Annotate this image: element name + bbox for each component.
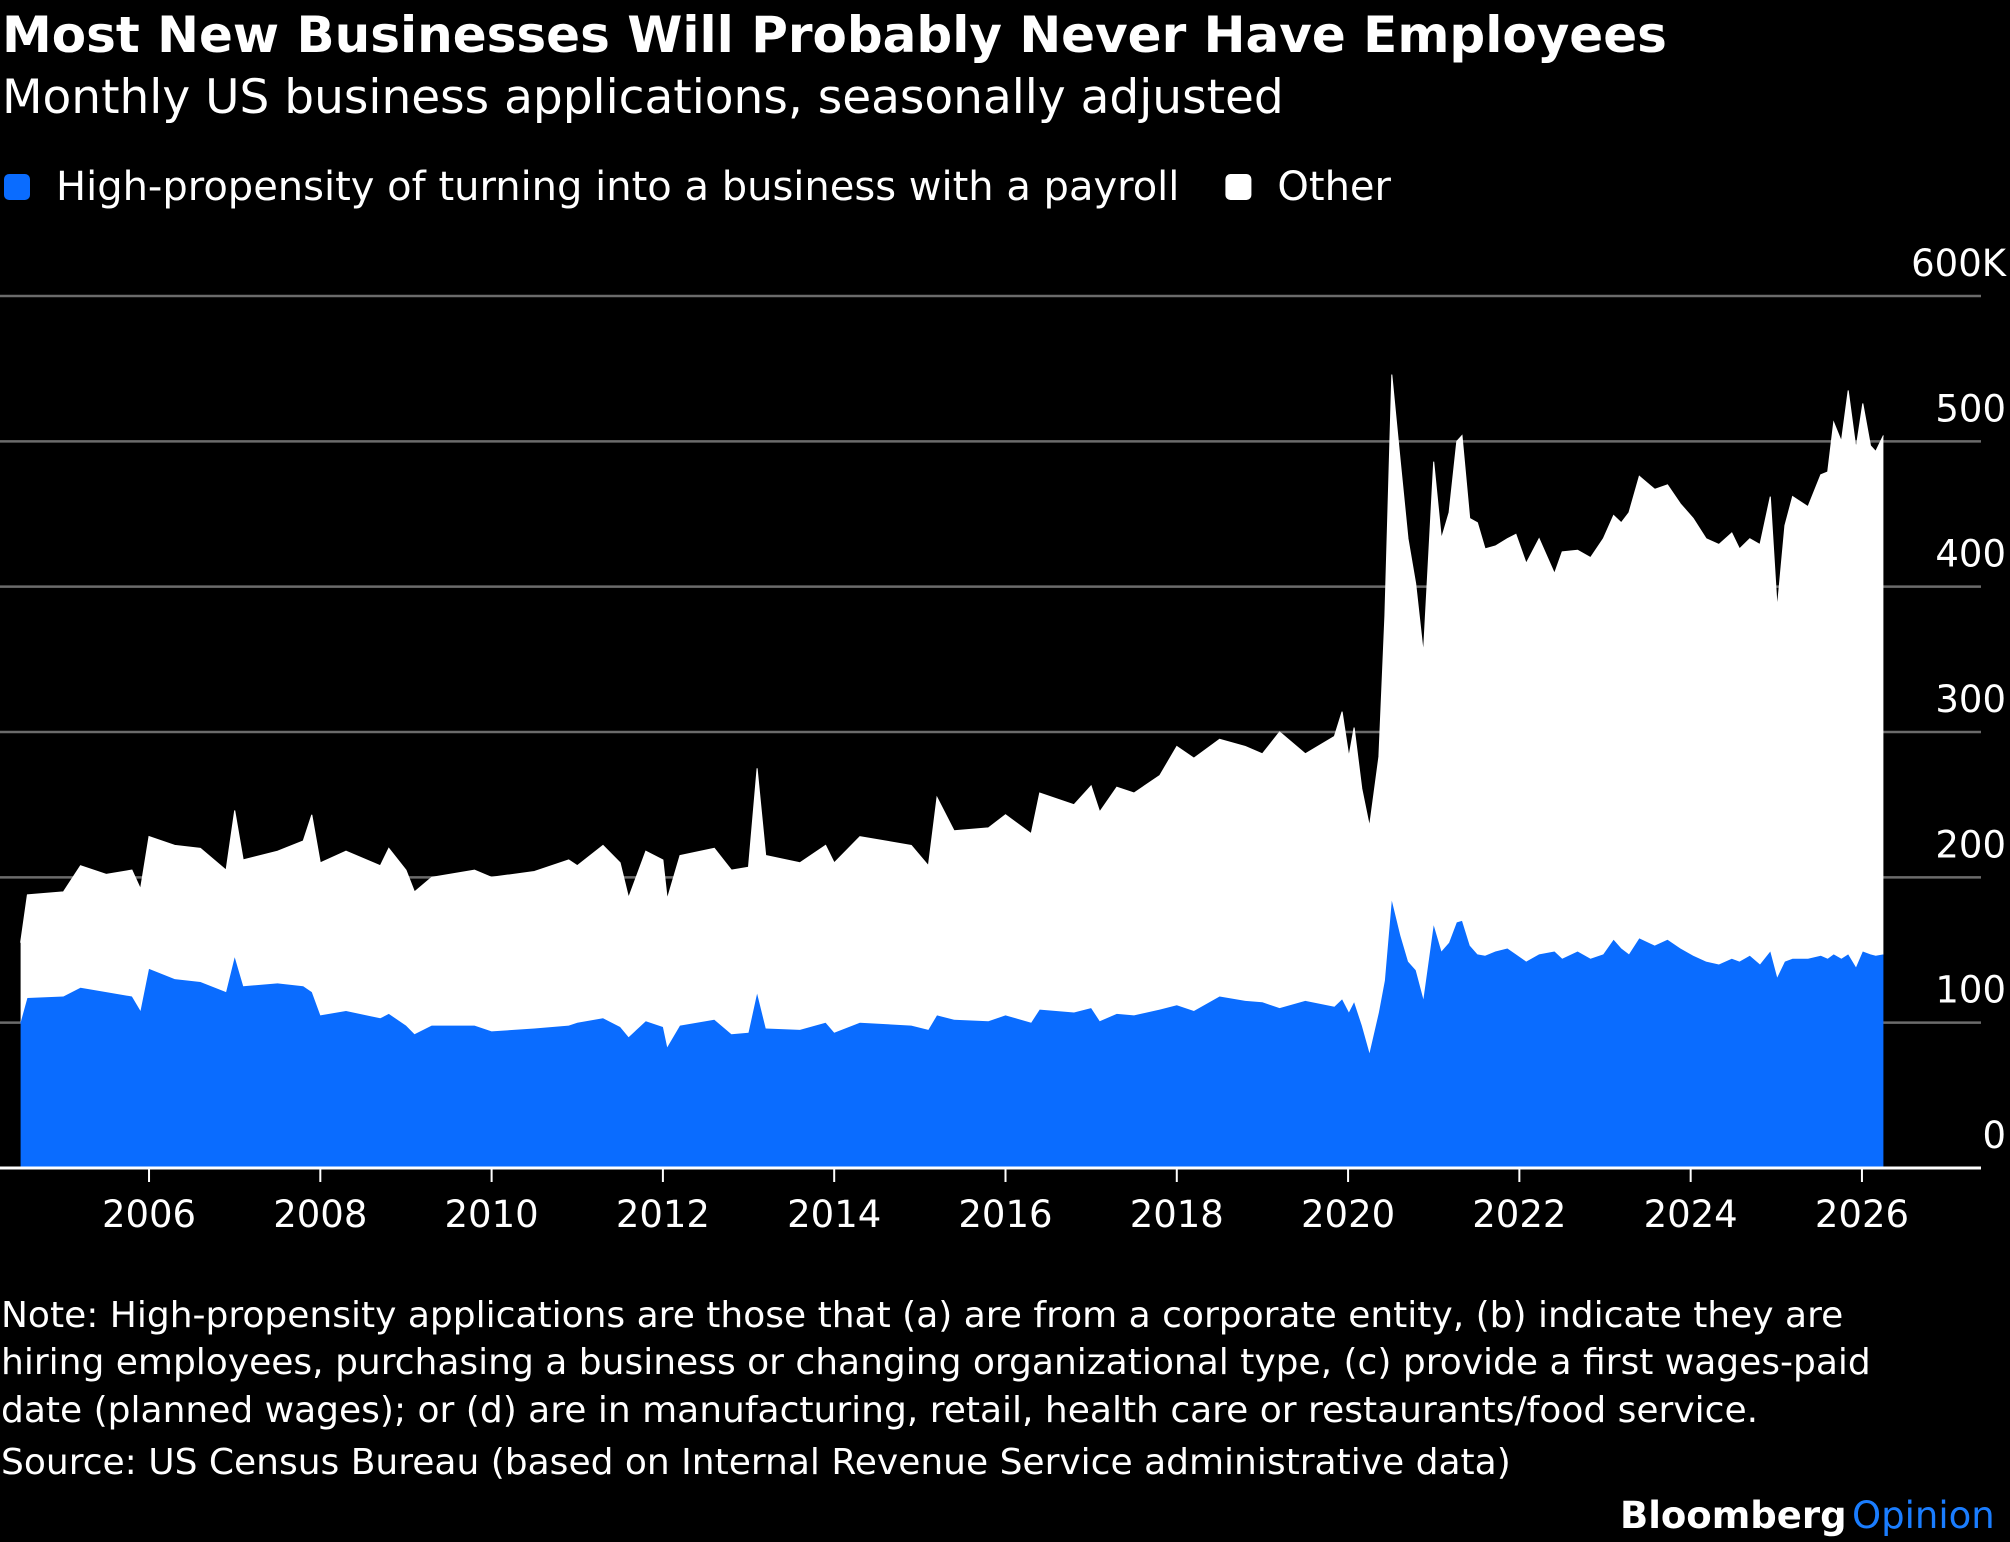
note-line: hiring employees, purchasing a business …	[1, 1342, 1871, 1383]
area	[20, 900, 1884, 1168]
legend-swatch	[4, 174, 30, 200]
y-tick-label: 0	[1982, 1114, 2006, 1157]
x-tick-label: 2008	[273, 1193, 367, 1236]
x-tick-label: 2022	[1472, 1193, 1566, 1236]
note-line: date (planned wages); or (d) are in manu…	[1, 1390, 1758, 1431]
x-tick-label: 2014	[787, 1193, 881, 1236]
y-tick-label: 300	[1935, 678, 2006, 721]
x-tick-label: 2020	[1301, 1193, 1395, 1236]
source: Source: US Census Bureau (based on Inter…	[1, 1442, 1511, 1483]
area	[20, 374, 1884, 1054]
y-tick-label: 400	[1935, 533, 2006, 576]
x-tick-label: 2024	[1644, 1193, 1738, 1236]
area-edge	[20, 374, 1884, 943]
x-tick-label: 2018	[1130, 1193, 1224, 1236]
x-tick-label: 2012	[616, 1193, 710, 1236]
x-tick-label: 2010	[445, 1193, 539, 1236]
y-tick-label: 100	[1935, 969, 2006, 1012]
legend-label: Other	[1277, 164, 1391, 210]
chart-title: Most New Businesses Will Probably Never …	[2, 6, 1667, 64]
y-tick-label: 500	[1935, 387, 2006, 430]
chart-subtitle: Monthly US business applications, season…	[2, 70, 1284, 125]
x-tick-label: 2026	[1815, 1193, 1909, 1236]
y-tick-label: 200	[1935, 823, 2006, 866]
brand: Bloomberg	[1620, 1494, 1847, 1537]
legend-label: High-propensity of turning into a busine…	[56, 164, 1179, 210]
x-tick-label: 2016	[958, 1193, 1052, 1236]
legend-swatch	[1225, 174, 1252, 200]
brand-opinion: Opinion	[1852, 1494, 1995, 1537]
x-tick-label: 2006	[102, 1193, 196, 1236]
note-line: Note: High-propensity applications are t…	[1, 1295, 1843, 1336]
y-tick-label: 600K	[1911, 242, 2008, 285]
